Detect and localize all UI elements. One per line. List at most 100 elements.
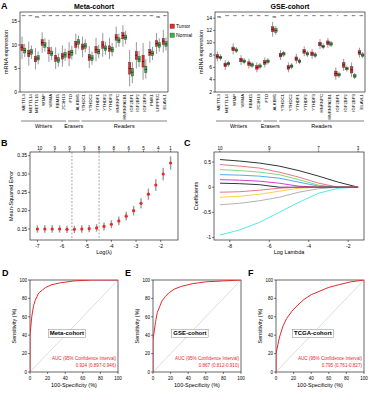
y-tick-label: 12 — [206, 27, 212, 33]
significance: *** — [109, 14, 113, 19]
y-tick — [28, 372, 30, 373]
y-axis-title: mRNA expression — [3, 30, 9, 74]
x-axis-title: 100-Specificity (%) — [297, 382, 343, 388]
error-bar — [118, 217, 119, 226]
auc-annotation: 0.795 (0.761-0.827) — [322, 363, 363, 368]
y-tick-label: 15 — [11, 18, 17, 24]
group-label: Writers — [230, 123, 248, 129]
y-tick — [28, 192, 30, 193]
y-tick-label: 10 — [11, 42, 17, 48]
x-tick-label: -4 — [109, 243, 114, 249]
median — [64, 54, 66, 55]
significance: *** — [22, 14, 26, 19]
y-tick — [151, 316, 153, 317]
median — [142, 61, 144, 62]
whisker — [139, 51, 140, 67]
whisker — [143, 43, 144, 80]
whisker — [256, 62, 257, 72]
box — [84, 44, 86, 49]
whisker — [228, 61, 229, 67]
whisker — [69, 42, 70, 66]
significance: *** — [296, 14, 300, 19]
plot-frame — [214, 152, 364, 240]
whisker — [343, 59, 344, 71]
significance: *** — [312, 14, 316, 19]
box — [118, 38, 120, 43]
y-tick — [274, 353, 276, 354]
box — [71, 50, 73, 55]
y-axis-title: Coefficients — [193, 181, 199, 210]
cohort-box — [293, 329, 334, 337]
whisker — [149, 41, 150, 63]
group-label: Writers — [35, 123, 53, 129]
y-tick-label: 60 — [22, 315, 28, 320]
y-tick — [151, 353, 153, 354]
chart-title: GSE-cohort — [271, 3, 311, 10]
error-bar — [111, 220, 112, 228]
significance: * — [337, 14, 339, 19]
whisker — [323, 43, 324, 49]
box — [98, 49, 100, 54]
error-bar — [88, 225, 89, 232]
box — [57, 58, 59, 63]
auc-annotation: AUC (95% Confidence Interval) — [298, 356, 363, 361]
y-tick — [212, 237, 214, 238]
median — [155, 43, 157, 44]
median — [216, 56, 219, 57]
x-tick-label: 100 — [237, 376, 245, 381]
top-tick-label: 8 — [98, 146, 101, 151]
legend-label: Tumor — [176, 23, 191, 29]
whisker — [307, 51, 308, 57]
whisker — [283, 51, 284, 57]
box — [41, 40, 43, 46]
x-tick-label: ELAVL1 — [162, 93, 167, 109]
x-tick-label: YTHDF1 — [95, 93, 100, 110]
y-tick-label: 20 — [22, 351, 28, 356]
whisker — [338, 72, 339, 78]
whisker — [24, 44, 25, 57]
top-tick-label: 9 — [53, 146, 56, 151]
median — [319, 44, 322, 45]
x-tick — [223, 372, 224, 374]
y-tick-label: 0 — [208, 184, 211, 190]
median — [322, 46, 325, 47]
top-tick — [269, 151, 270, 153]
significance: *** — [69, 14, 73, 19]
box — [151, 51, 153, 56]
x-tick-label: METTL14 — [224, 93, 229, 112]
y-tick — [28, 280, 30, 281]
point — [139, 202, 142, 205]
diagonal — [276, 280, 364, 372]
significance: *** — [49, 14, 53, 19]
point — [162, 172, 165, 175]
median — [68, 54, 70, 55]
significance: *** — [320, 14, 324, 19]
box — [104, 46, 106, 51]
y-tick-label: 80 — [268, 296, 274, 301]
y-tick — [212, 212, 214, 213]
whisker — [82, 36, 83, 57]
y-tick — [28, 174, 30, 175]
y-tick-label: 40 — [145, 333, 151, 338]
box — [102, 42, 104, 49]
point — [43, 227, 46, 230]
significance: *** — [344, 14, 348, 19]
x-tick-label: ZC3H13 — [256, 93, 261, 110]
whisker — [351, 62, 352, 77]
plot-frame — [153, 280, 241, 372]
plot-frame — [276, 280, 364, 372]
x-tick-label: 0 — [275, 376, 278, 381]
top-tick-label: 9 — [268, 146, 271, 151]
box — [34, 56, 36, 62]
y-tick — [212, 162, 214, 163]
significance: *** — [136, 14, 140, 19]
whisker — [225, 60, 226, 70]
significance: ** — [241, 14, 244, 19]
x-tick-label: 80 — [221, 376, 227, 381]
whisker — [163, 30, 164, 53]
whisker — [299, 58, 300, 64]
whisker — [31, 45, 32, 59]
whisker — [288, 62, 289, 72]
box — [24, 48, 26, 53]
box — [361, 54, 364, 56]
